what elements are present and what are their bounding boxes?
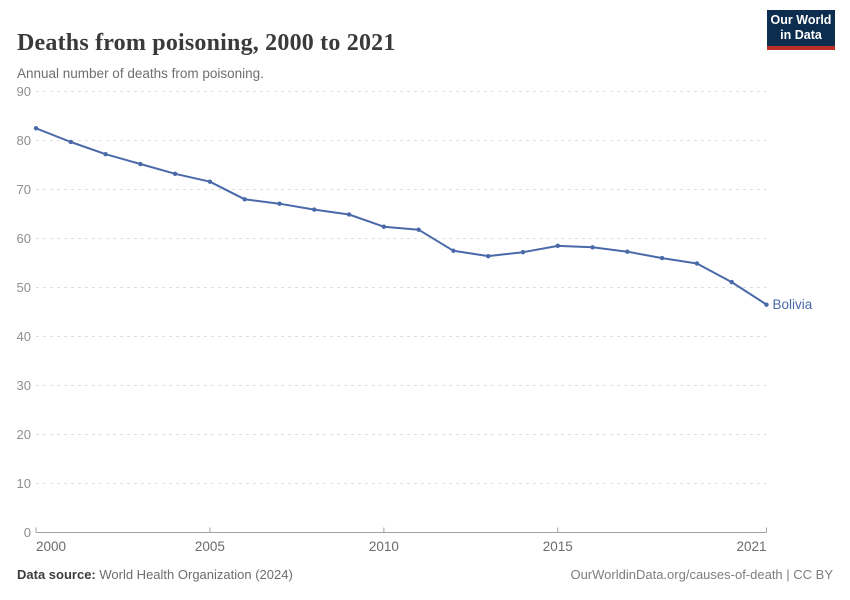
x-axis-label: 2021 <box>736 539 766 554</box>
data-point <box>207 179 213 184</box>
data-source-label: Data source: <box>17 567 96 582</box>
owid-logo-line2: in Data <box>780 28 822 42</box>
data-point <box>694 261 700 266</box>
data-point <box>764 302 769 307</box>
x-axis-label: 2015 <box>543 539 573 554</box>
data-point <box>277 201 282 206</box>
data-point <box>416 227 421 232</box>
y-axis-label: 70 <box>17 182 31 197</box>
data-point <box>172 171 178 177</box>
data-point <box>381 224 387 229</box>
owid-logo[interactable]: Our World in Data <box>767 10 835 50</box>
data-source-value: World Health Organization (2024) <box>95 567 293 582</box>
y-axis-label: 20 <box>17 427 31 442</box>
x-axis-label: 2005 <box>195 539 225 554</box>
y-axis-label: 10 <box>17 476 31 491</box>
data-point <box>312 207 317 212</box>
y-axis-label: 40 <box>17 329 31 344</box>
data-point <box>590 245 595 250</box>
y-axis-label: 30 <box>17 378 31 393</box>
data-source: Data source: World Health Organization (… <box>17 567 293 582</box>
y-axis-label: 90 <box>17 84 31 99</box>
chart-subtitle: Annual number of deaths from poisoning. <box>17 65 264 81</box>
y-axis-label: 60 <box>17 231 31 246</box>
y-axis-label: 50 <box>17 280 31 295</box>
data-point <box>138 161 143 167</box>
data-point <box>242 197 247 202</box>
entity-label-bolivia: Bolivia <box>773 297 813 312</box>
data-point <box>68 139 73 145</box>
y-axis-label: 0 <box>24 525 31 540</box>
data-point <box>520 250 526 255</box>
chart-footer: Data source: World Health Organization (… <box>17 567 833 582</box>
owid-logo-line1: Our World <box>770 13 832 28</box>
data-point <box>625 249 630 254</box>
data-point <box>346 212 352 217</box>
owid-logo-text: Our World in Data <box>771 13 832 43</box>
data-point <box>659 255 665 261</box>
data-point <box>486 253 491 259</box>
x-axis-label: 2000 <box>36 539 66 554</box>
data-point <box>33 126 39 131</box>
data-point <box>729 279 734 285</box>
data-point <box>451 248 456 253</box>
data-point <box>103 152 108 157</box>
x-axis-label: 2010 <box>369 539 399 554</box>
series-line-bolivia <box>35 127 768 306</box>
y-axis-label: 80 <box>17 133 31 148</box>
data-point <box>555 243 560 249</box>
credit-link[interactable]: OurWorldinData.org/causes-of-death | CC … <box>570 567 833 582</box>
chart-title: Deaths from poisoning, 2000 to 2021 <box>17 30 396 57</box>
